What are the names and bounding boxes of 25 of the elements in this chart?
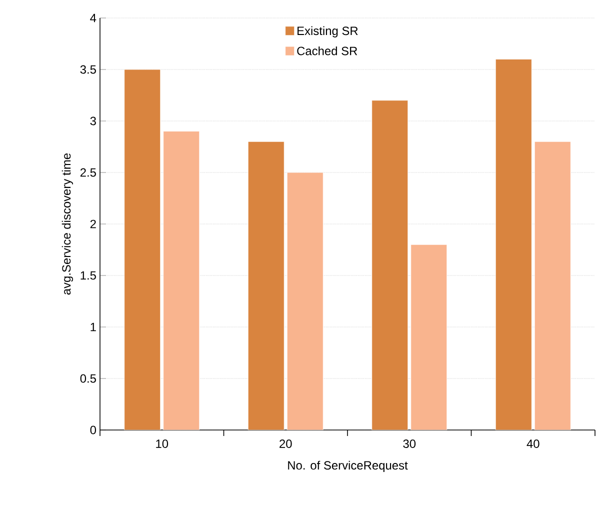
bar [495, 58, 532, 430]
y-tick-label: 3 [90, 116, 96, 126]
y-tick-label: 0.5 [80, 374, 96, 383]
bar [534, 141, 571, 430]
bar [124, 69, 161, 430]
x-axis-title: No. of ServiceRequest [288, 460, 408, 472]
x-tick-label: 40 [526, 440, 540, 448]
bar [410, 244, 448, 430]
bar [286, 172, 324, 430]
y-tick-label: 1.5 [80, 271, 96, 280]
legend-label: Cached SR [297, 46, 358, 56]
bar [163, 131, 200, 430]
bar [372, 100, 408, 430]
y-tick-label: 2 [90, 220, 96, 228]
y-tick-label: 4 [90, 14, 96, 22]
y-tick-label: 3.5 [80, 65, 96, 74]
x-tick-label: 30 [403, 440, 416, 448]
x-tick-label: 20 [280, 440, 292, 448]
y-axis-title: avg.Service discovery time [62, 153, 74, 295]
legend-label: Existing SR [298, 26, 358, 38]
bar [248, 141, 284, 430]
y-tick-label: 2.5 [80, 168, 96, 177]
y-tick-label: 0 [90, 426, 96, 434]
y-tick-label: 1 [90, 322, 96, 332]
x-tick-label: 10 [156, 440, 168, 448]
